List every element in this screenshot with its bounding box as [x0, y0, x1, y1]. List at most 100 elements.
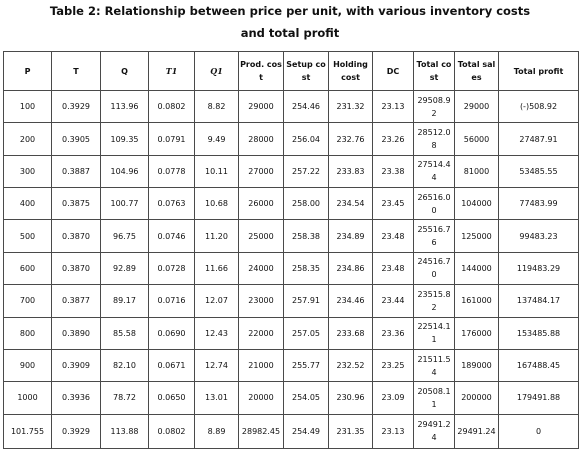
price-profit-table: P T Q T1 Q1 Prod. cost Setup cost Holdin…: [3, 51, 579, 450]
table-cell: 104.96: [100, 154, 149, 189]
table-cell: 77483.99: [498, 187, 579, 221]
header-cell: Q1: [194, 51, 239, 91]
table-cell: 8.82: [194, 89, 239, 124]
table-cell: 234.46: [328, 284, 373, 318]
table-cell: 254.05: [283, 381, 329, 415]
table-row: 200 0.3905 109.35 0.0791 9.49 28000 256.04 232.…: [3, 122, 579, 156]
table-cell: 232.76: [328, 122, 373, 156]
table-cell: 85.58: [100, 316, 149, 350]
table-cell: 233.83: [328, 154, 373, 189]
table-cell: 0.0690: [148, 316, 195, 350]
table-cell: 0.3887: [51, 154, 101, 189]
table-cell: 400: [3, 187, 52, 221]
table-cell: 800: [3, 316, 52, 350]
header-cell: Prod. cost: [238, 51, 284, 91]
table-cell: 0.0802: [148, 413, 195, 450]
table-cell: 26000: [238, 187, 284, 221]
table-row: 300 0.3887 104.96 0.0778 10.11 27000 257.22 233…: [3, 154, 579, 189]
table-cell: 23515.82: [413, 284, 455, 318]
table-cell: 23.09: [372, 381, 414, 415]
table-row: 100 0.3929 113.96 0.0802 8.82 29000 254.46 231.…: [3, 89, 579, 124]
table-caption-line-1: Table 2: Relationship between price per …: [49, 4, 531, 18]
table-cell: 189000: [454, 348, 499, 383]
table-cell: 257.05: [283, 316, 329, 350]
table-row: 400 0.3875 100.77 0.0763 10.68 26000 258.00 234…: [3, 187, 579, 221]
table-cell: 0.3877: [51, 284, 101, 318]
table-cell: 29491.24: [454, 413, 499, 450]
table-cell: 23000: [238, 284, 284, 318]
table-cell: 161000: [454, 284, 499, 318]
header-cell: Total profit: [498, 51, 579, 91]
table-cell: 144000: [454, 251, 499, 286]
header-cell: Total cost: [413, 51, 455, 91]
table-cell: 81000: [454, 154, 499, 189]
table-cell: 231.35: [328, 413, 373, 450]
table-cell: 0.0791: [148, 122, 195, 156]
table-cell: 89.17: [100, 284, 149, 318]
table-cell: 23.48: [372, 219, 414, 253]
table-cell: 231.32: [328, 89, 373, 124]
table-cell: 254.49: [283, 413, 329, 450]
table-cell: (-)508.92: [498, 89, 579, 124]
table-cell: 28512.08: [413, 122, 455, 156]
table-row: 900 0.3909 82.10 0.0671 12.74 21000 255.77 232.…: [3, 348, 579, 383]
table-cell: 21511.54: [413, 348, 455, 383]
table-cell: 0: [498, 413, 579, 450]
table-cell: 257.22: [283, 154, 329, 189]
table-cell: 100: [3, 89, 52, 124]
table-cell: 230.96: [328, 381, 373, 415]
table-cell: 23.25: [372, 348, 414, 383]
table-cell: 27000: [238, 154, 284, 189]
table-cell: 29508.92: [413, 89, 455, 124]
table-cell: 176000: [454, 316, 499, 350]
table-cell: 92.89: [100, 251, 149, 286]
table-cell: 0.3929: [51, 89, 101, 124]
table-cell: 11.66: [194, 251, 239, 286]
table-cell: 22514.11: [413, 316, 455, 350]
table-cell: 12.74: [194, 348, 239, 383]
table-cell: 0.3936: [51, 381, 101, 415]
table-row: 1000 0.3936 78.72 0.0650 13.01 20000 254.05 230…: [3, 381, 579, 415]
table-cell: 22000: [238, 316, 284, 350]
header-cell: Setup cost: [283, 51, 329, 91]
table-cell: 0.3929: [51, 413, 101, 450]
header-cell: P: [3, 51, 52, 91]
table-cell: 23.36: [372, 316, 414, 350]
table-cell: 0.0746: [148, 219, 195, 253]
header-cell: T: [51, 51, 101, 91]
table-cell: 0.0778: [148, 154, 195, 189]
table-cell: 0.0671: [148, 348, 195, 383]
table-cell: 29000: [238, 89, 284, 124]
table-cell: 23.13: [372, 413, 414, 450]
header-cell: Holding cost: [328, 51, 373, 91]
header-cell: DC: [372, 51, 414, 91]
table-cell: 0.3870: [51, 251, 101, 286]
table-cell: 300: [3, 154, 52, 189]
table-cell: 232.52: [328, 348, 373, 383]
table-cell: 96.75: [100, 219, 149, 253]
table-cell: 0.0802: [148, 89, 195, 124]
table-cell: 167488.45: [498, 348, 579, 383]
table-cell: 29491.24: [413, 413, 455, 450]
table-cell: 28982.45: [238, 413, 284, 450]
table-cell: 23.38: [372, 154, 414, 189]
table-cell: 258.00: [283, 187, 329, 221]
table-cell: 78.72: [100, 381, 149, 415]
table-cell: 12.07: [194, 284, 239, 318]
table-cell: 900: [3, 348, 52, 383]
table-cell: 137484.17: [498, 284, 579, 318]
table-cell: 179491.88: [498, 381, 579, 415]
table-cell: 28000: [238, 122, 284, 156]
table-cell: 9.49: [194, 122, 239, 156]
table-cell: 0.0650: [148, 381, 195, 415]
table-cell: 53485.55: [498, 154, 579, 189]
table-body: 100 0.3929 113.96 0.0802 8.82 29000 254.46 231.…: [3, 89, 579, 450]
table-cell: 11.20: [194, 219, 239, 253]
table-cell: 113.88: [100, 413, 149, 450]
table-cell: 0.3909: [51, 348, 101, 383]
table-cell: 500: [3, 219, 52, 253]
table-cell: 119483.29: [498, 251, 579, 286]
table-cell: 29000: [454, 89, 499, 124]
table-cell: 0.3870: [51, 219, 101, 253]
table-cell: 23.48: [372, 251, 414, 286]
